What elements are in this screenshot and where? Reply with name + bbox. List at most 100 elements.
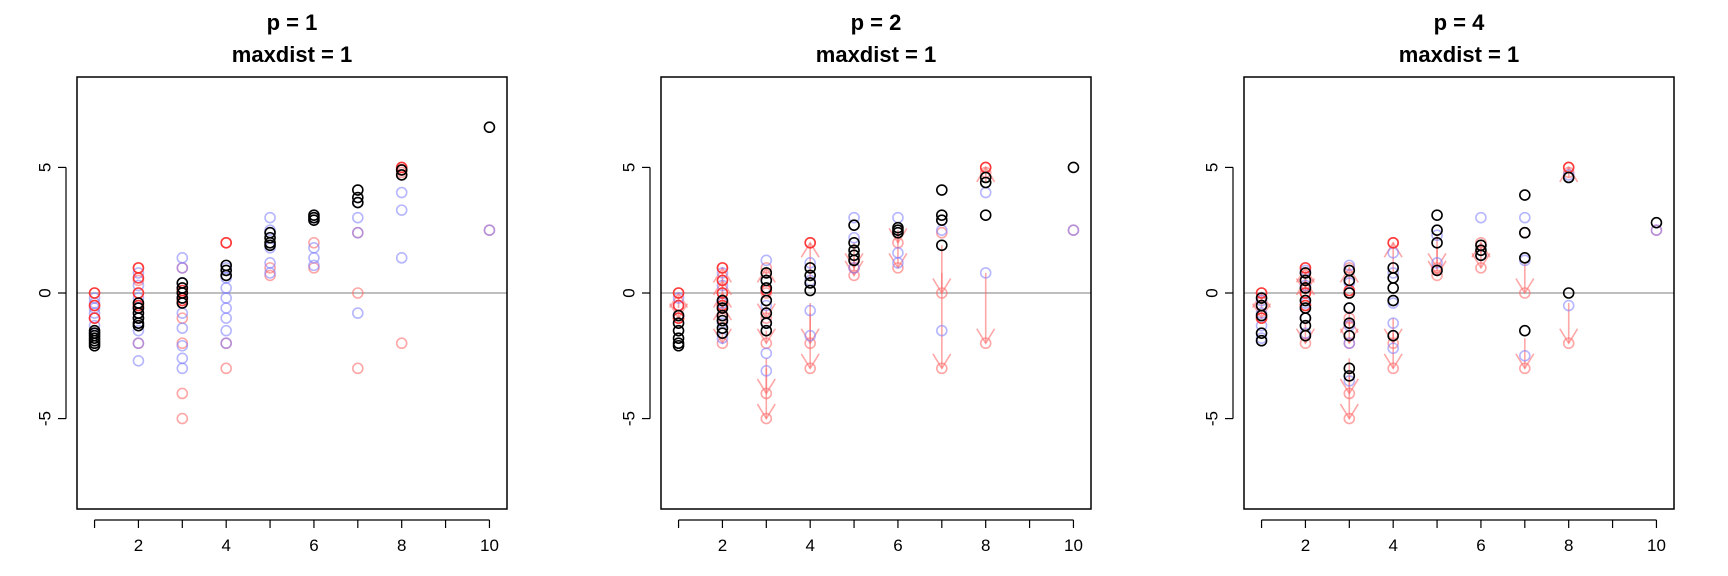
x-tick-label: 6 <box>309 536 318 555</box>
x-tick-label: 8 <box>397 536 406 555</box>
panel-subtitle: maxdist = 1 <box>1399 42 1519 67</box>
data-point <box>760 365 773 377</box>
data-point <box>936 239 948 252</box>
data-point <box>1650 216 1663 229</box>
shift-arrow <box>800 241 820 278</box>
data-point <box>892 257 904 269</box>
data-point <box>352 211 364 224</box>
data-point <box>220 282 232 294</box>
data-point <box>760 262 773 274</box>
data-point <box>1343 274 1356 287</box>
data-point <box>132 272 145 284</box>
data-point <box>716 314 729 327</box>
shift-arrow <box>1295 323 1315 345</box>
arrow-head <box>1383 241 1403 258</box>
plot-frame <box>660 76 1092 510</box>
arrow-head <box>1471 252 1491 270</box>
data-point <box>1431 236 1443 249</box>
data-point <box>1562 299 1575 312</box>
data-point <box>132 355 145 367</box>
arrow-head <box>800 353 820 370</box>
data-point <box>176 292 189 304</box>
data-point <box>1387 342 1399 355</box>
data-point <box>1343 287 1356 299</box>
data-point <box>936 362 948 375</box>
shift-arrow <box>1471 247 1491 270</box>
data-point <box>672 324 685 337</box>
data-point <box>483 224 496 237</box>
data-point <box>804 262 816 274</box>
series-1 <box>88 186 496 375</box>
shift-arrow <box>756 368 776 421</box>
data-point <box>979 267 992 279</box>
arrow-head <box>844 260 864 277</box>
data-point <box>483 121 496 134</box>
data-point <box>220 337 232 350</box>
shift-arrow <box>756 328 776 345</box>
panel-p4: p = 4 maxdist = 1 2 4 6 8 10 -5 0 5 <box>1202 10 1675 555</box>
x-tick-label: 4 <box>221 536 230 555</box>
data-point <box>176 412 189 425</box>
data-point <box>804 257 816 269</box>
data-point <box>1343 259 1356 272</box>
data-point <box>132 319 145 332</box>
data-point <box>395 164 408 176</box>
data-point <box>716 274 729 287</box>
data-point <box>220 292 232 304</box>
data-point <box>176 339 189 352</box>
x-tick-label: 4 <box>805 536 814 555</box>
data-point <box>1475 249 1487 262</box>
data-point <box>936 214 948 226</box>
data-point <box>308 252 320 264</box>
data-point <box>672 332 685 345</box>
data-point <box>88 307 101 319</box>
data-point <box>132 337 145 350</box>
data-point <box>395 169 408 181</box>
data-point <box>88 339 101 352</box>
data-point <box>176 352 189 365</box>
data-point <box>1387 317 1399 329</box>
data-point <box>1475 244 1487 257</box>
data-point <box>1343 362 1356 375</box>
data-point <box>760 282 773 294</box>
y-tick-label: 0 <box>619 288 638 297</box>
data-point <box>848 269 860 282</box>
shift-arrow <box>932 272 952 370</box>
data-point <box>395 252 408 264</box>
data-point <box>88 312 101 324</box>
data-point <box>979 337 992 350</box>
data-point <box>1343 387 1356 400</box>
data-point <box>1519 324 1531 337</box>
data-point <box>672 309 685 322</box>
data-point <box>1255 327 1268 339</box>
y-tick-label: 5 <box>1202 163 1221 172</box>
data-point <box>979 209 992 221</box>
x-axis: 2 4 6 8 10 <box>1260 519 1666 555</box>
series-3 <box>88 121 496 352</box>
data-point <box>1343 329 1356 342</box>
arrow-head <box>756 328 776 345</box>
data-point <box>395 186 408 199</box>
data-point <box>1343 375 1356 387</box>
arrow-head <box>1559 328 1579 345</box>
data-point <box>1299 282 1312 294</box>
data-point <box>220 324 232 337</box>
data-point <box>1387 267 1399 279</box>
data-point <box>1475 262 1487 274</box>
shift-arrow <box>1559 303 1579 345</box>
panel-p1: p = 1 maxdist = 1 2 4 6 8 10 -5 0 5 <box>35 10 508 555</box>
arrow-head <box>1471 241 1491 258</box>
plot-frame <box>1243 76 1675 510</box>
data-point <box>804 362 816 375</box>
data-point <box>264 267 276 279</box>
data-point <box>88 299 101 312</box>
data-point <box>716 267 729 279</box>
series-1 <box>1255 169 1663 387</box>
data-point <box>760 299 773 312</box>
data-point <box>848 249 860 262</box>
data-point <box>760 254 773 267</box>
y-tick-label: 5 <box>35 163 54 172</box>
data-point <box>1562 337 1575 350</box>
data-point <box>176 252 189 264</box>
data-point <box>308 236 320 249</box>
